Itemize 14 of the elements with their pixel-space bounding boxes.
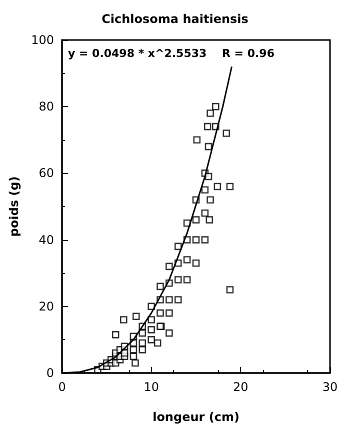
x-axis-title: longeur (cm) <box>152 410 240 424</box>
y-tick-label: 20 <box>38 299 54 314</box>
y-tick-label: 80 <box>38 100 54 114</box>
annotation: y = 0.0498 * x^2.5533 R = 0.96 <box>68 47 275 60</box>
x-tick-label: 30 <box>322 380 338 394</box>
y-tick-label: 40 <box>38 232 54 247</box>
y-tick-label: 60 <box>38 166 54 180</box>
x-tick-label: 20 <box>233 380 248 394</box>
chart-title: Cichlosoma haitiensis <box>102 12 248 26</box>
y-tick-label: 100 <box>31 33 54 47</box>
x-tick-label: 10 <box>144 380 159 394</box>
x-tick-label: 0 <box>58 380 66 394</box>
y-axis-title: poids (g) <box>7 176 22 237</box>
y-tick-label: 0 <box>46 366 54 380</box>
